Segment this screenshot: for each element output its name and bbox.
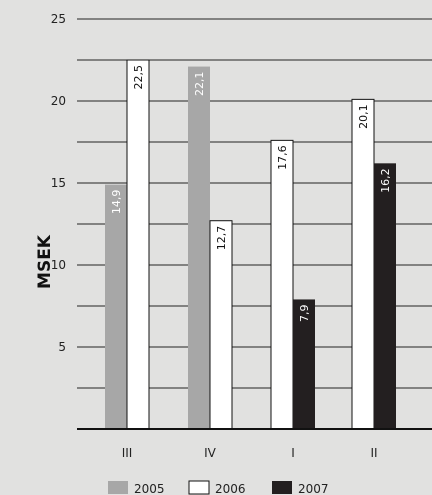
x-tick-label: IV	[204, 446, 217, 460]
bar-2006	[270, 139, 294, 430]
y-tick-label: 15	[51, 176, 66, 190]
bar-2007	[293, 299, 315, 429]
y-axis-ticks: 5 10 15 20 25	[51, 12, 66, 354]
data-label: 7,9	[298, 304, 311, 322]
x-axis-ticks: III IV I II	[122, 446, 378, 460]
x-tick-label: II	[370, 446, 377, 460]
legend-label: 2007	[298, 482, 329, 495]
legend-swatch	[108, 481, 128, 494]
legend: 2005 2006 2007	[108, 480, 329, 495]
legend-swatch	[188, 480, 210, 495]
bar-2006	[126, 59, 150, 430]
data-label: 20,1	[357, 104, 370, 129]
bars	[105, 59, 396, 430]
legend-item-2006: 2006	[188, 480, 246, 495]
bar-2005	[105, 184, 127, 429]
bar-2006	[209, 220, 233, 430]
x-tick-label: I	[291, 446, 295, 460]
y-tick-label: 5	[58, 340, 66, 354]
y-axis-title: MSEK	[35, 234, 55, 289]
data-label: 16,2	[379, 168, 392, 193]
legend-label: 2005	[134, 482, 165, 495]
x-tick-label: III	[122, 446, 133, 460]
y-tick-label: 20	[51, 94, 66, 108]
y-tick-label: 10	[51, 258, 66, 272]
legend-swatch	[272, 481, 292, 494]
bar-2005	[188, 66, 210, 429]
y-tick-label: 25	[51, 12, 66, 26]
data-label: 17,6	[276, 145, 289, 170]
data-label: 14,9	[110, 190, 123, 215]
data-label: 22,5	[132, 65, 145, 90]
bar-2006	[351, 98, 375, 430]
legend-item-2005: 2005	[108, 481, 165, 495]
legend-item-2007: 2007	[272, 481, 329, 495]
data-label: 22,1	[193, 72, 206, 97]
legend-label: 2006	[215, 482, 246, 495]
data-labels: 14,9 22,5 22,1 12,7 17,6 7,9 20,1 16,2	[110, 65, 392, 322]
bar-2007	[374, 163, 396, 429]
data-label: 12,7	[215, 226, 228, 251]
